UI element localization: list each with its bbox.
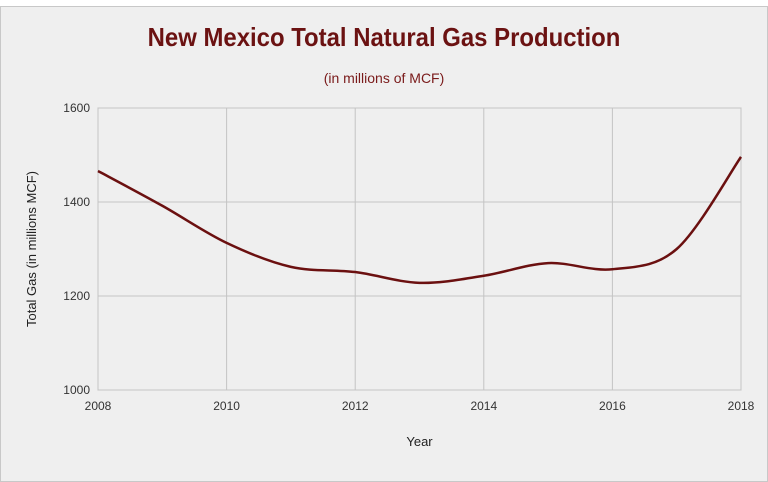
plot-area (97, 107, 742, 391)
x-axis-label: Year (406, 434, 433, 449)
x-tick-label: 2008 (85, 399, 112, 413)
y-tick-label: 1000 (63, 383, 90, 397)
y-tick-label: 1400 (63, 195, 90, 209)
y-tick-label: 1200 (63, 289, 90, 303)
y-axis-label: Total Gas (in millions MCF) (24, 171, 39, 327)
y-tick-label: 1600 (63, 101, 90, 115)
chart-subtitle: (in millions of MCF) (323, 70, 445, 86)
series-line (97, 156, 743, 285)
x-tick-label: 2016 (599, 399, 626, 413)
x-tick-label: 2012 (342, 399, 369, 413)
x-tick-label: 2018 (728, 399, 755, 413)
chart-title: New Mexico Total Natural Gas Production (147, 22, 621, 52)
x-tick-label: 2010 (213, 399, 240, 413)
x-tick-label: 2014 (470, 399, 497, 413)
